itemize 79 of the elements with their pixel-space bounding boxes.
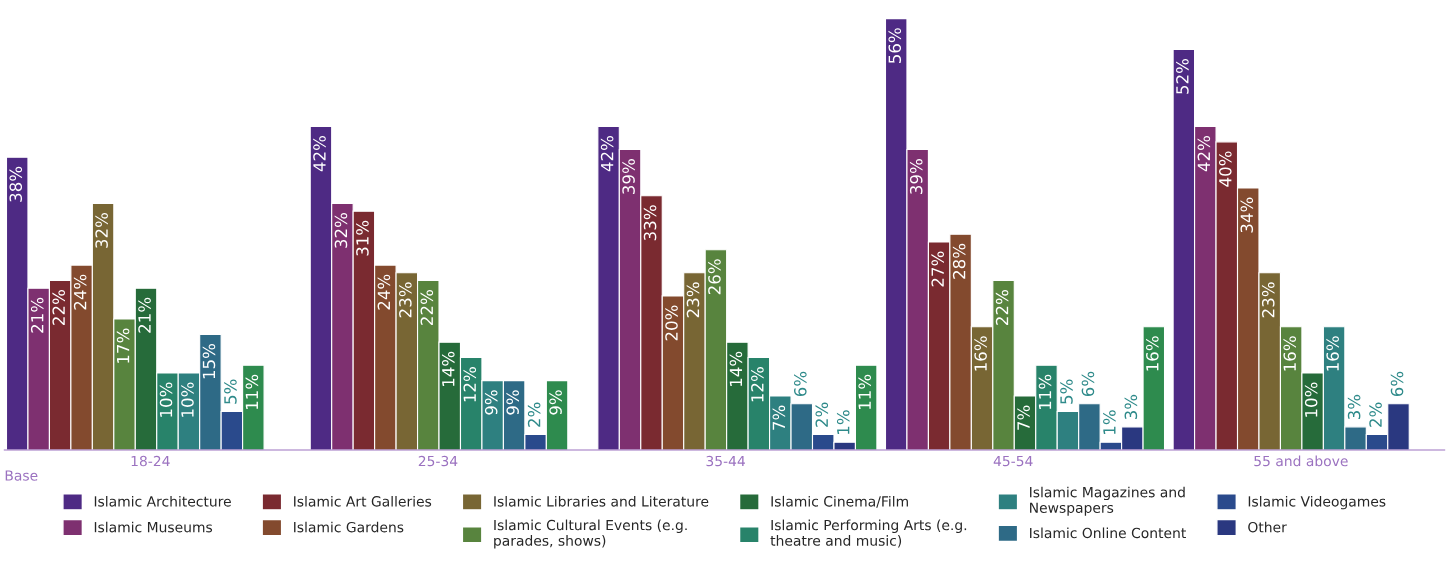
- data-label: 23%: [399, 282, 412, 318]
- data-label: 27%: [931, 251, 944, 287]
- legend-label: Islamic Gardens: [294, 521, 404, 533]
- data-label: 31%: [356, 220, 369, 256]
- data-label: 1%: [1103, 410, 1116, 434]
- data-label: 2%: [1369, 402, 1382, 427]
- legend-label: Islamic Videogames: [1248, 495, 1386, 510]
- data-label: 10%: [181, 382, 194, 417]
- legend-label: Islamic Cultural Events (e.g. parades, shows): [494, 519, 687, 549]
- data-label: 9%: [506, 390, 519, 415]
- data-label: 42%: [600, 135, 614, 172]
- data-label: 23%: [1261, 282, 1275, 318]
- data-label: 28%: [952, 243, 966, 279]
- legend-label: Islamic Online Content: [1030, 527, 1186, 539]
- data-label: 5%: [224, 379, 237, 404]
- data-label: 16%: [1146, 336, 1159, 371]
- data-label: 22%: [995, 290, 1009, 325]
- data-label: 42%: [313, 135, 326, 172]
- data-label: 6%: [1390, 371, 1404, 397]
- data-label: 16%: [974, 336, 987, 371]
- data-label: 22%: [52, 290, 65, 325]
- data-label: 1%: [836, 410, 850, 434]
- x-tick-label: 35-44: [706, 455, 745, 467]
- legend-label: Islamic Performing Arts (e.g. theatre and music): [770, 519, 967, 548]
- legend-label: Islamic Architecture: [94, 495, 231, 507]
- x-tick-label: 18-24: [131, 455, 170, 467]
- data-label: 40%: [1219, 151, 1232, 187]
- data-label: 11%: [1038, 374, 1052, 410]
- data-label: 11%: [858, 374, 872, 410]
- data-label: 10%: [1304, 382, 1318, 417]
- data-label: 6%: [794, 371, 807, 397]
- data-label: 7%: [1017, 405, 1030, 430]
- data-label: 38%: [9, 166, 23, 202]
- data-label: 16%: [1326, 336, 1339, 371]
- data-label: 7%: [772, 405, 786, 430]
- data-label: 22%: [420, 290, 434, 325]
- data-label: 12%: [463, 367, 477, 402]
- data-label: 21%: [138, 297, 151, 333]
- data-label: 23%: [686, 282, 700, 318]
- data-label: 10%: [159, 382, 173, 417]
- legend-label: Other: [1248, 521, 1287, 533]
- legend-label: Islamic Art Galleries: [294, 495, 432, 507]
- data-label: 15%: [202, 343, 216, 379]
- text: Base: [5, 470, 38, 481]
- x-tick-label: 55 and above: [1254, 455, 1348, 467]
- data-label: 3%: [1124, 394, 1138, 420]
- data-label: 26%: [708, 259, 721, 295]
- data-label: 34%: [1240, 197, 1254, 233]
- x-tick-label: 45-54: [993, 455, 1033, 467]
- data-label: 39%: [622, 159, 635, 194]
- legend-label: Islamic Magazines and Newspapers: [1030, 486, 1185, 516]
- data-label: 20%: [665, 305, 678, 341]
- legend-label: Islamic Museums: [94, 521, 213, 533]
- data-label: 21%: [30, 297, 44, 333]
- data-label: 11%: [245, 374, 259, 410]
- data-label: 14%: [729, 351, 743, 386]
- data-label: 2%: [815, 402, 829, 427]
- x-tick-label: 25-34: [418, 455, 458, 467]
- data-label: 24%: [73, 274, 87, 310]
- data-label: 3%: [1347, 394, 1361, 420]
- data-label: 33%: [643, 205, 657, 241]
- data-label: 9%: [549, 390, 562, 415]
- data-label: 56%: [888, 28, 902, 63]
- data-label: 16%: [1283, 336, 1297, 371]
- data-label: 14%: [441, 351, 455, 386]
- data-label: 42%: [1197, 135, 1211, 172]
- data-label: 39%: [909, 159, 923, 194]
- data-label: 24%: [377, 274, 391, 310]
- data-label: 12%: [751, 367, 764, 402]
- data-label: 17%: [116, 328, 130, 363]
- data-label: 6%: [1081, 371, 1095, 397]
- data-label: 9%: [484, 390, 498, 415]
- data-label: 32%: [334, 213, 348, 248]
- data-label: 2%: [527, 402, 541, 427]
- data-label: 5%: [1060, 379, 1073, 404]
- data-label: 52%: [1176, 58, 1189, 94]
- legend-label: Islamic Libraries and Literature: [494, 495, 709, 507]
- data-label: 32%: [95, 213, 108, 248]
- legend-label: Islamic Cinema/Film: [771, 495, 908, 508]
